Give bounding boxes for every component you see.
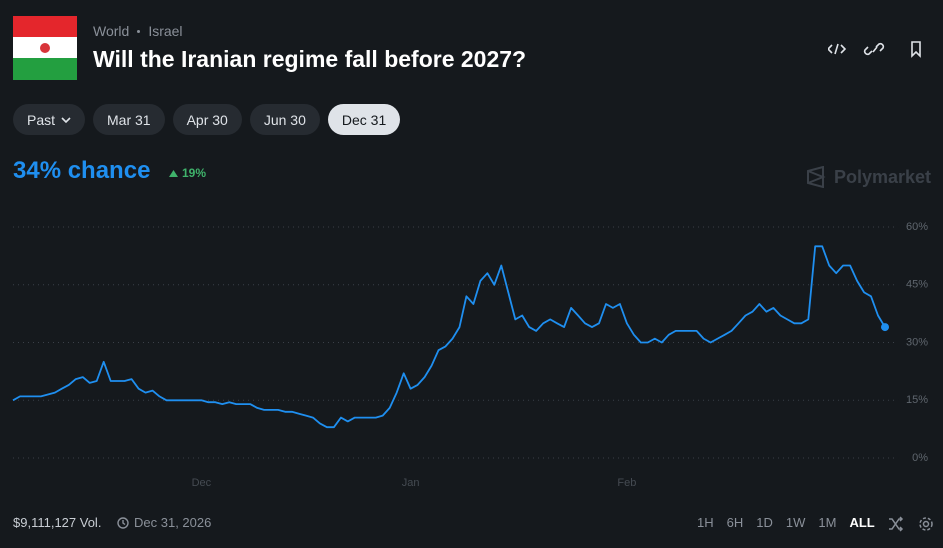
chance: 34% chance <box>13 157 151 184</box>
tab[interactable]: Past <box>13 104 86 135</box>
tab-label: Mar 31 <box>107 111 151 128</box>
y-tick-label: 30% <box>906 336 928 348</box>
flag <box>13 16 77 80</box>
change-value: 19% <box>182 166 207 180</box>
brand-name: Polymarket <box>834 166 932 187</box>
breadcrumb: World Israel <box>93 23 183 39</box>
range[interactable]: 6H <box>726 515 744 530</box>
tabs: Past Mar 31 Apr 30 Jun 30 Dec 31 <box>13 104 401 135</box>
clock-icon <box>117 516 129 529</box>
tab[interactable]: Mar 31 <box>93 104 165 135</box>
tab[interactable]: Apr 30 <box>172 104 242 135</box>
y-tick-label: 45% <box>906 279 928 291</box>
range[interactable]: 1M <box>818 515 837 530</box>
y-tick-label: 0% <box>912 452 928 464</box>
range[interactable]: 1D <box>756 515 773 530</box>
x-tick-label: Feb <box>617 477 636 489</box>
range[interactable]: ALL <box>849 515 875 530</box>
end-date: Dec 31, 2026 <box>117 515 211 530</box>
ranges: 1H 6H 1D 1W 1M ALL <box>697 515 875 530</box>
title: Will the Iranian regime fall before 2027… <box>93 46 527 72</box>
line <box>12 245 886 429</box>
crumb[interactable]: Israel <box>148 23 183 39</box>
chart-icons[interactable] <box>888 516 936 532</box>
end-date-text: Dec 31, 2026 <box>134 515 212 530</box>
range[interactable]: 1H <box>697 515 714 530</box>
tab-label: Apr 30 <box>186 111 228 128</box>
crumb[interactable]: World <box>93 23 130 39</box>
y-tick-label: 15% <box>906 394 928 406</box>
y-tick-label: 60% <box>906 221 928 233</box>
tab-label: Past <box>27 111 56 128</box>
tab[interactable]: Jun 30 <box>249 104 320 135</box>
icons[interactable] <box>828 40 928 58</box>
volume: $9,111,127 Vol. <box>13 515 102 530</box>
logo <box>807 166 826 188</box>
tab-label: Jun 30 <box>263 111 306 128</box>
tab[interactable]: Dec 31 <box>327 104 401 135</box>
up-arrow <box>169 169 178 177</box>
tab-label: Dec 31 <box>341 111 387 128</box>
x-tick-label: Dec <box>192 477 212 489</box>
brand: Polymarket <box>806 166 931 188</box>
range[interactable]: 1W <box>785 515 806 530</box>
end-point <box>881 323 889 332</box>
change: 19% <box>169 166 206 180</box>
x-tick-label: Jan <box>402 477 420 489</box>
chevron <box>61 116 71 123</box>
